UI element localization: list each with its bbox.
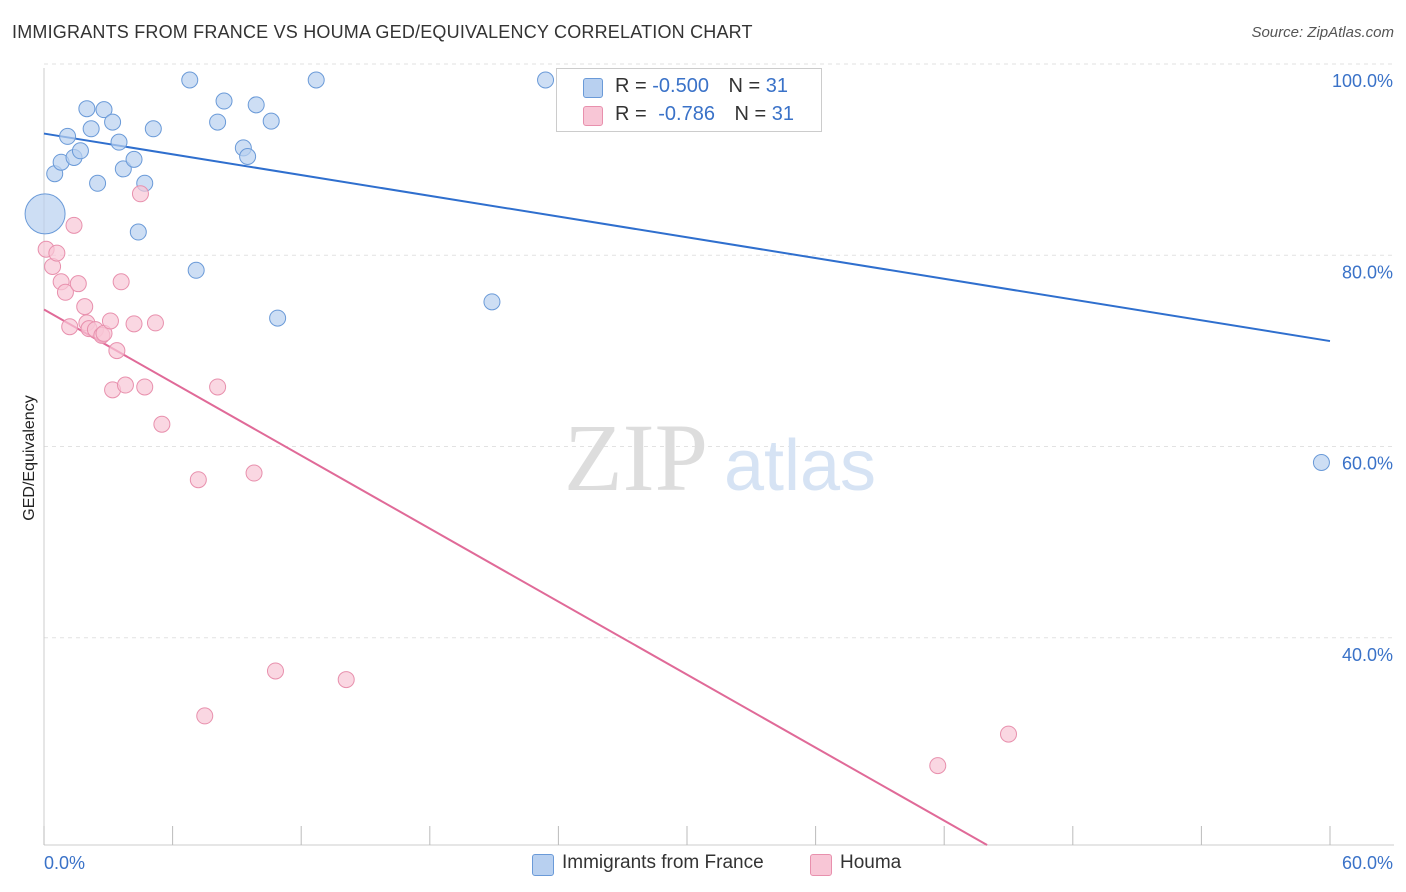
bottom-legend-france: Immigrants from France [532, 852, 764, 876]
legend-row-1: R = -0.500 N = 31 [615, 75, 788, 98]
point-france-26 [307, 71, 325, 89]
point-houma-23 [153, 415, 171, 433]
watermark-atlas: atlas [724, 426, 876, 506]
bottom-legend-label-france: Immigrants from France [562, 852, 764, 873]
point-france-11 [110, 133, 128, 151]
correlation-legend: R = -0.500 N = 31 R = -0.786 N = 31 [556, 68, 822, 132]
y-tick-label-2: 80.0% [1342, 262, 1393, 282]
point-houma-8 [76, 298, 94, 316]
bottom-legend-houma: Houma [810, 852, 902, 876]
point-houma-21 [136, 378, 154, 396]
point-france-13 [125, 150, 143, 168]
source-label: Source: ZipAtlas.com [1251, 24, 1394, 41]
point-france-25 [269, 309, 287, 327]
point-houma-26 [209, 378, 227, 396]
legend-r-label-2: R = [615, 103, 647, 125]
point-france-5 [71, 142, 89, 160]
trend-lines [43, 132, 1331, 846]
point-france-6 [78, 100, 96, 118]
point-houma-31 [1000, 725, 1017, 743]
point-houma-25 [196, 707, 214, 725]
watermark-zip: ZIP [564, 404, 708, 511]
legend-n-label-2: N = [734, 103, 767, 125]
grid-lines [44, 63, 1394, 639]
y-tick-label-3: 100.0% [1332, 71, 1393, 91]
data-points [24, 71, 1330, 775]
y-tick-label-0: 40.0% [1342, 645, 1393, 665]
point-houma-22 [146, 314, 164, 332]
tick-labels: 40.0% 60.0% 80.0% 100.0% 0.0% 60.0% [44, 71, 1393, 873]
point-france-17 [181, 71, 199, 89]
point-france-28 [537, 71, 555, 89]
point-houma-30 [929, 757, 947, 775]
legend-n-value-1: 31 [765, 75, 789, 97]
point-france-18 [187, 261, 205, 279]
point-houma-14 [101, 312, 119, 330]
point-houma-27 [245, 464, 263, 482]
point-france-9 [95, 101, 113, 119]
point-houma-4 [56, 283, 74, 301]
bottom-legend-label-houma: Houma [840, 852, 902, 873]
x-tick-label-1: 60.0% [1342, 853, 1393, 873]
point-france-0 [24, 193, 66, 235]
trend-line-houma [43, 308, 988, 846]
legend-r-label-1: R = [615, 75, 647, 97]
point-france-27 [483, 293, 501, 311]
point-houma-16 [108, 342, 126, 360]
point-france-7 [82, 120, 100, 138]
point-france-22 [239, 148, 257, 165]
bottom-legend-swatch-france [532, 854, 554, 876]
y-tick-label-1: 60.0% [1342, 454, 1393, 474]
point-france-3 [59, 127, 77, 145]
chart-title: IMMIGRANTS FROM FRANCE VS HOUMA GED/EQUI… [12, 22, 753, 42]
legend-n-value-2: 31 [771, 103, 795, 125]
point-houma-17 [112, 273, 130, 291]
point-france-30 [1312, 454, 1330, 471]
point-france-23 [247, 96, 265, 114]
point-houma-19 [125, 315, 143, 333]
point-france-16 [144, 120, 162, 138]
point-france-12 [114, 160, 132, 178]
watermark: ZIP atlas [564, 404, 876, 511]
point-houma-20 [131, 185, 149, 203]
point-houma-29 [337, 671, 355, 689]
point-france-19 [209, 113, 227, 131]
point-france-10 [104, 113, 122, 131]
bottom-legend-swatch-houma [810, 854, 832, 876]
point-houma-18 [116, 376, 134, 394]
point-houma-7 [69, 275, 87, 293]
point-france-14 [129, 223, 147, 241]
point-houma-28 [266, 662, 284, 680]
legend-swatch-pink [583, 106, 603, 126]
point-houma-6 [65, 216, 83, 234]
legend-row-2: R = -0.786 N = 31 [615, 103, 794, 126]
point-houma-24 [189, 471, 207, 489]
point-houma-5 [61, 318, 79, 336]
axes [43, 68, 1394, 846]
x-tick-label-0: 0.0% [44, 853, 85, 873]
point-france-20 [215, 92, 233, 110]
point-houma-2 [48, 244, 66, 262]
legend-swatch-blue [583, 78, 603, 98]
point-france-24 [262, 112, 280, 130]
trend-line-france [43, 132, 1331, 343]
legend-r-value-1: -0.500 [652, 75, 709, 97]
point-france-8 [89, 174, 107, 192]
legend-r-value-2: -0.786 [658, 103, 715, 125]
legend-n-label-1: N = [728, 75, 761, 97]
